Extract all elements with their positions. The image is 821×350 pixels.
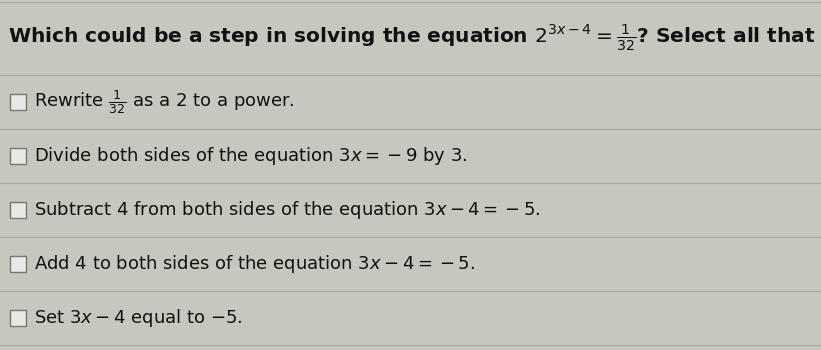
Text: Which could be a step in solving the equation $2^{3x-4} = \frac{1}{32}$? Select : Which could be a step in solving the equ… xyxy=(8,22,821,52)
FancyBboxPatch shape xyxy=(10,94,26,110)
FancyBboxPatch shape xyxy=(10,202,26,218)
FancyBboxPatch shape xyxy=(10,256,26,272)
Text: Add 4 to both sides of the equation $3x - 4 = -5$.: Add 4 to both sides of the equation $3x … xyxy=(34,253,475,275)
Text: Set $3x - 4$ equal to $-5$.: Set $3x - 4$ equal to $-5$. xyxy=(34,307,242,329)
Text: Subtract 4 from both sides of the equation $3x - 4 = -5$.: Subtract 4 from both sides of the equati… xyxy=(34,199,541,221)
Text: Divide both sides of the equation $3x = -9$ by 3.: Divide both sides of the equation $3x = … xyxy=(34,145,467,167)
FancyBboxPatch shape xyxy=(10,148,26,164)
FancyBboxPatch shape xyxy=(10,310,26,326)
Text: Rewrite $\frac{1}{32}$ as a 2 to a power.: Rewrite $\frac{1}{32}$ as a 2 to a power… xyxy=(34,88,295,116)
